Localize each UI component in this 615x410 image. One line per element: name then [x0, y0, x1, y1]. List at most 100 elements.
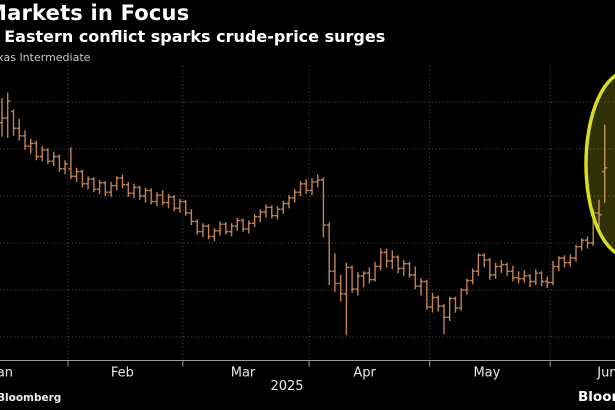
ohlc-bar: [493, 262, 499, 279]
ohlc-bar: [137, 185, 143, 200]
ohlc-bar: [343, 262, 349, 336]
ohlc-bar: [292, 189, 298, 203]
ohlc-bar: [584, 236, 591, 249]
ohlc-bar: [435, 295, 441, 312]
ohlc-bar: [498, 259, 504, 274]
x-axis-label: Jan: [0, 366, 13, 381]
ohlc-bar: [28, 138, 34, 154]
ohlc-bar: [567, 254, 573, 267]
ohlc-bar: [0, 98, 5, 137]
ohlc-bar: [108, 181, 114, 197]
ohlc-bar: [33, 140, 39, 161]
ohlc-bar: [315, 174, 321, 188]
ohlc-bar: [45, 148, 51, 164]
ohlc-bar: [257, 209, 263, 223]
ohlc-bar: [91, 177, 97, 193]
ohlc-bar: [441, 304, 447, 335]
ohlc-bar: [10, 109, 17, 136]
x-axis-year-label: 2025: [270, 379, 303, 394]
ohlc-bar: [114, 176, 120, 191]
ohlc-bar: [97, 180, 103, 195]
ohlc-bar: [510, 265, 516, 282]
x-axis-label: Mar: [231, 366, 256, 381]
ohlc-bar: [274, 206, 281, 220]
ohlc-bar: [79, 169, 85, 188]
ohlc-bar: [200, 223, 206, 238]
ohlc-bar: [527, 274, 533, 288]
ohlc-bar: [332, 253, 338, 292]
ohlc-bar: [406, 261, 413, 278]
ohlc-bar: [596, 199, 602, 230]
ohlc-bar: [85, 176, 91, 190]
ohlc-bar: [280, 200, 286, 214]
ohlc-bar: [395, 255, 401, 274]
ohlc-bar: [389, 250, 395, 270]
ohlc-bar: [229, 223, 235, 237]
ohlc-bar: [320, 177, 326, 238]
x-axis: [0, 360, 615, 367]
ohlc-bar: [223, 222, 229, 235]
ohlc-bar: [211, 228, 217, 242]
ohlc-bar: [269, 205, 275, 219]
ohlc-bar: [68, 147, 74, 180]
ohlc-bar: [297, 181, 304, 196]
ohlc-bar: [16, 118, 22, 141]
ohlc-bar: [309, 178, 315, 196]
ohlc-bar: [539, 271, 545, 287]
ohlc-bar: [102, 181, 108, 196]
highlight-ellipse: [584, 73, 615, 255]
ohlc-bar: [51, 151, 57, 166]
ohlc-bar: [544, 276, 550, 289]
ohlc-bar: [516, 271, 522, 284]
ohlc-bar: [303, 179, 309, 195]
ohlc-bar: [148, 188, 154, 205]
ohlc-bar: [573, 244, 579, 262]
ohlc-bar: [458, 288, 464, 311]
ohlc-bar: [504, 262, 510, 276]
ohlc-bar: [521, 270, 527, 283]
ohlc-bar: [550, 260, 556, 286]
x-axis-label: Feb: [111, 366, 134, 381]
ohlc-bar: [246, 220, 252, 234]
series-legend-label: West Texas Intermediate: [0, 51, 91, 64]
ohlc-bar: [154, 192, 160, 207]
ohlc-bar: [160, 190, 166, 206]
ohlc-bar: [470, 268, 476, 285]
ohlc-bar: [194, 219, 200, 235]
ohlc-bar: [177, 198, 183, 213]
ohlc-bar: [349, 265, 355, 293]
ohlc-bar: [234, 217, 240, 231]
ohlc-bar: [487, 258, 493, 280]
ohlc-bar: [464, 278, 470, 295]
x-axis-label: Apr: [353, 366, 376, 381]
ohlc-bar: [142, 187, 149, 203]
x-axis-labels: Jan Feb Mar Apr May Jun 2025: [0, 366, 615, 395]
source-credit: Bloomberg: [0, 392, 62, 404]
ohlc-bar: [533, 269, 539, 286]
ohlc-bar: [206, 224, 212, 240]
ohlc-bar: [39, 146, 45, 162]
x-axis-label: Jun: [596, 366, 615, 381]
ohlc-bar: [412, 266, 418, 290]
chart-subtitle: Middle Eastern conflict sparks crude-pri…: [0, 27, 386, 46]
ohlc-bar: [579, 238, 585, 251]
ohlc-bar: [366, 267, 372, 284]
ohlc-bar: [119, 174, 126, 189]
ohlc-bar: [326, 222, 332, 286]
ohlc-bar: [452, 296, 459, 313]
ohlc-bar: [447, 296, 453, 321]
ohlc-bar: [424, 279, 430, 310]
gridlines: [0, 66, 615, 360]
ohlc-bar: [561, 255, 568, 268]
ohlc-bar: [252, 213, 258, 227]
ohlc-bar: [372, 261, 378, 282]
ohlc-bar: [429, 292, 436, 313]
chart-title: Markets in Focus: [0, 1, 190, 25]
ohlc-bar: [240, 218, 246, 232]
ohlc-bar: [125, 181, 131, 197]
ohlc-bar: [188, 209, 194, 226]
ohlc-bar: [361, 271, 367, 288]
ohlc-bar: [22, 130, 28, 150]
ohlc-bar: [378, 248, 384, 271]
